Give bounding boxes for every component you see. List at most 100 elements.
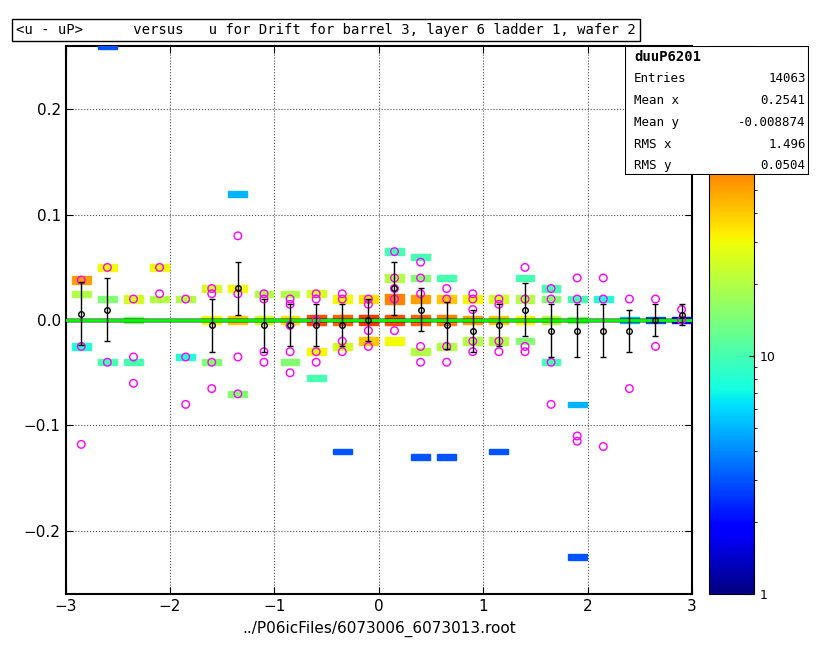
- Bar: [124, 295, 143, 303]
- Point: [205, 357, 218, 368]
- Bar: [385, 337, 404, 345]
- Point: [466, 336, 479, 346]
- Point: [544, 294, 557, 304]
- Point: [283, 368, 296, 378]
- Bar: [541, 296, 560, 302]
- Bar: [359, 315, 378, 325]
- Point: [310, 294, 323, 304]
- Bar: [515, 295, 534, 303]
- Point: [674, 315, 687, 325]
- Point: [518, 346, 531, 357]
- Point: [257, 288, 270, 299]
- Point: [205, 283, 218, 294]
- Point: [361, 294, 374, 304]
- Point: [283, 320, 296, 331]
- Point: [518, 341, 531, 352]
- Point: [257, 294, 270, 304]
- Bar: [541, 316, 560, 324]
- Point: [440, 294, 453, 304]
- Point: [335, 288, 348, 299]
- Text: 14063: 14063: [767, 72, 804, 85]
- Bar: [333, 315, 351, 325]
- Bar: [567, 402, 586, 407]
- Text: duuP6201: duuP6201: [633, 50, 700, 64]
- Point: [466, 294, 479, 304]
- Bar: [97, 359, 116, 366]
- Point: [283, 299, 296, 310]
- Point: [414, 273, 427, 283]
- Point: [75, 275, 88, 285]
- Bar: [410, 315, 429, 325]
- Bar: [463, 337, 482, 345]
- Bar: [176, 296, 195, 302]
- Point: [387, 294, 400, 304]
- Bar: [567, 554, 586, 560]
- Point: [310, 346, 323, 357]
- Point: [622, 383, 636, 394]
- Bar: [229, 316, 247, 324]
- Point: [179, 352, 192, 362]
- Text: Entries: Entries: [633, 72, 686, 85]
- Bar: [385, 248, 404, 255]
- Bar: [97, 264, 116, 271]
- Bar: [229, 391, 247, 397]
- Point: [648, 294, 661, 304]
- Bar: [385, 294, 404, 304]
- Bar: [150, 264, 169, 271]
- Bar: [229, 285, 247, 292]
- Bar: [385, 315, 404, 325]
- Bar: [97, 296, 116, 302]
- Point: [491, 294, 505, 304]
- Point: [361, 325, 374, 336]
- Bar: [463, 316, 482, 324]
- Point: [440, 341, 453, 352]
- Point: [310, 315, 323, 325]
- Point: [674, 304, 687, 315]
- Point: [257, 346, 270, 357]
- Bar: [306, 315, 325, 325]
- X-axis label: ../P06icFiles/6073006_6073013.root: ../P06icFiles/6073006_6073013.root: [242, 621, 515, 637]
- Bar: [176, 354, 195, 360]
- Point: [205, 288, 218, 299]
- Bar: [489, 316, 508, 324]
- Bar: [359, 295, 378, 303]
- Point: [570, 436, 583, 447]
- Point: [205, 383, 218, 394]
- Bar: [489, 449, 508, 455]
- Point: [310, 357, 323, 368]
- Point: [414, 288, 427, 299]
- Point: [518, 294, 531, 304]
- Point: [491, 336, 505, 346]
- Point: [153, 262, 166, 273]
- Point: [387, 325, 400, 336]
- Bar: [229, 191, 247, 197]
- Point: [127, 352, 140, 362]
- Bar: [280, 290, 299, 297]
- Point: [310, 288, 323, 299]
- Point: [75, 439, 88, 449]
- Bar: [97, 44, 116, 49]
- Bar: [437, 315, 455, 325]
- Bar: [202, 316, 221, 324]
- Point: [596, 273, 609, 283]
- Point: [179, 399, 192, 410]
- Point: [179, 294, 192, 304]
- Bar: [437, 343, 455, 350]
- Bar: [150, 296, 169, 302]
- Point: [335, 336, 348, 346]
- Bar: [489, 295, 508, 303]
- Point: [414, 257, 427, 267]
- Point: [283, 294, 296, 304]
- Point: [335, 346, 348, 357]
- Point: [101, 357, 114, 368]
- Point: [570, 431, 583, 442]
- Bar: [385, 275, 404, 282]
- Bar: [541, 359, 560, 366]
- Bar: [306, 375, 325, 381]
- Point: [75, 341, 88, 352]
- Bar: [333, 449, 351, 455]
- Bar: [437, 455, 455, 459]
- Bar: [124, 359, 143, 366]
- Text: Mean x: Mean x: [633, 94, 678, 107]
- Bar: [593, 296, 612, 302]
